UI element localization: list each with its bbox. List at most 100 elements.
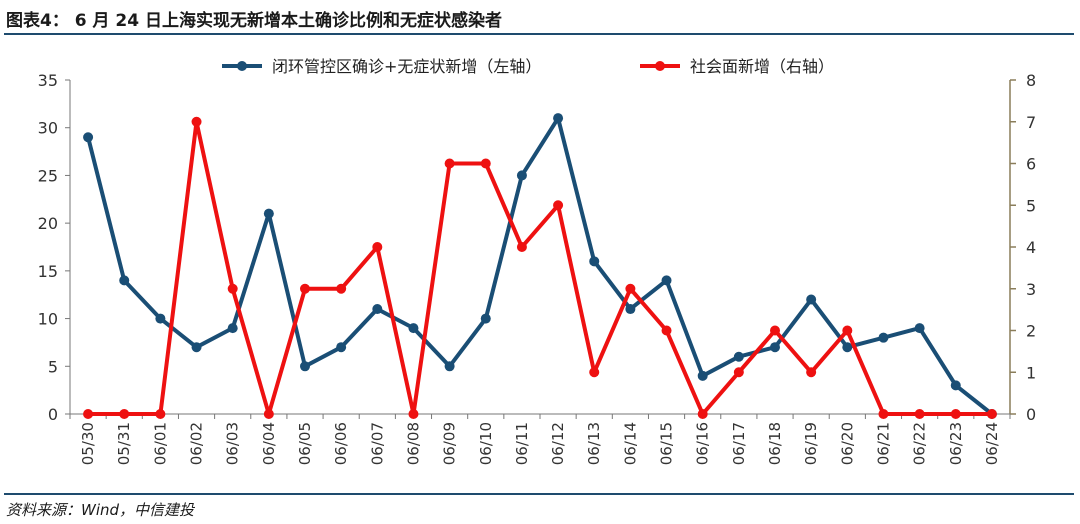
series-1-point bbox=[227, 323, 238, 334]
x-tick-label: 06/05 bbox=[296, 422, 314, 465]
y-left-tick-label: 35 bbox=[38, 71, 58, 90]
y-right-tick-label: 1 bbox=[1026, 363, 1036, 382]
series-2-point bbox=[263, 409, 274, 419]
series-2-point bbox=[372, 242, 383, 252]
x-tick-label: 06/09 bbox=[441, 422, 459, 465]
series-2-point bbox=[408, 409, 419, 419]
series-2-point bbox=[589, 367, 600, 378]
x-tick-label: 06/24 bbox=[983, 422, 1001, 465]
y-left-tick-label: 25 bbox=[38, 166, 58, 185]
series-1-point bbox=[842, 342, 853, 353]
legend-label-1: 闭环管控区确诊+无症状新增（左轴） bbox=[272, 57, 541, 76]
top-rule bbox=[4, 33, 1074, 35]
series-2-point bbox=[480, 158, 491, 169]
y-left-tick-label: 15 bbox=[38, 262, 58, 281]
series-2-point bbox=[83, 409, 94, 419]
series-1-point bbox=[878, 332, 889, 343]
series-2-point bbox=[119, 409, 130, 419]
y-left-tick-label: 30 bbox=[38, 119, 58, 138]
series-1-point bbox=[770, 342, 780, 353]
x-tick-label: 06/04 bbox=[260, 422, 278, 465]
x-tick-label: 06/17 bbox=[730, 422, 748, 465]
series-1-point bbox=[697, 370, 708, 381]
legend-swatch-marker-1 bbox=[237, 61, 247, 71]
x-tick-label: 06/22 bbox=[911, 422, 929, 465]
series-1-point bbox=[625, 304, 636, 315]
series-2-point bbox=[336, 283, 347, 294]
legend-swatch-marker-2 bbox=[655, 61, 665, 71]
x-tick-label: 06/23 bbox=[947, 422, 965, 465]
series-1-point bbox=[950, 380, 961, 391]
x-tick-label: 06/10 bbox=[477, 422, 495, 465]
x-tick-label: 06/03 bbox=[224, 422, 242, 465]
chart-title: 图表4： 6 月 24 日上海实现无新增本土确诊比例和无症状感染者 bbox=[6, 11, 502, 31]
y-left-tick-label: 5 bbox=[48, 357, 58, 376]
series-2-point bbox=[300, 283, 310, 294]
x-tick-label: 06/02 bbox=[188, 422, 206, 465]
x-tick-label: 06/07 bbox=[368, 422, 386, 465]
series-2-point bbox=[625, 283, 636, 294]
series-2-point bbox=[733, 367, 744, 378]
series-2-point bbox=[950, 409, 961, 419]
series-1-point bbox=[516, 170, 527, 181]
series-2-point bbox=[227, 283, 238, 294]
series-1-point bbox=[553, 113, 564, 124]
x-tick-label: 05/30 bbox=[79, 422, 97, 465]
y-left-tick-label: 0 bbox=[48, 405, 58, 424]
x-tick-label: 06/01 bbox=[151, 422, 169, 465]
x-tick-label: 06/21 bbox=[874, 422, 892, 465]
series-line-1 bbox=[86, 116, 994, 416]
series-1-point bbox=[661, 275, 672, 286]
series-2-point bbox=[661, 325, 672, 336]
series-2-point bbox=[553, 200, 564, 211]
series-1-point bbox=[263, 208, 274, 219]
x-tick-label: 06/13 bbox=[585, 422, 603, 465]
y-right-tick-label: 2 bbox=[1026, 322, 1036, 341]
source-note: 资料来源：Wind，中信建投 bbox=[6, 501, 195, 519]
x-tick-label: 06/14 bbox=[621, 422, 639, 465]
series-2-point bbox=[770, 325, 780, 336]
series-2-point bbox=[878, 409, 889, 419]
series-1-point bbox=[119, 275, 130, 286]
series-1-point bbox=[191, 342, 202, 353]
series-1-point bbox=[733, 351, 744, 362]
x-tick-label: 06/12 bbox=[549, 422, 567, 465]
series-1-point bbox=[444, 361, 455, 372]
series-2-point bbox=[842, 325, 853, 336]
series-1-point bbox=[806, 294, 817, 305]
series-2-point bbox=[914, 409, 925, 419]
series-1-point bbox=[83, 132, 94, 143]
x-tick-label: 06/20 bbox=[838, 422, 856, 465]
legend-label-2: 社会面新增（右轴） bbox=[690, 57, 834, 76]
y-right-tick-label: 6 bbox=[1026, 155, 1036, 174]
series-1-point bbox=[589, 256, 600, 267]
series-1-point bbox=[155, 313, 166, 324]
y-right-tick-label: 0 bbox=[1026, 405, 1036, 424]
x-tick-label: 06/19 bbox=[802, 422, 820, 465]
y-right-tick-label: 3 bbox=[1026, 280, 1036, 299]
series-2-point bbox=[806, 367, 817, 378]
series-2-point bbox=[155, 409, 166, 419]
y-right-tick-label: 4 bbox=[1026, 238, 1036, 257]
x-tick-label: 06/11 bbox=[513, 422, 531, 465]
series-2-point bbox=[444, 158, 455, 169]
y-right-tick-label: 7 bbox=[1026, 113, 1036, 132]
x-tick-label: 06/08 bbox=[404, 422, 422, 465]
x-tick-label: 06/16 bbox=[694, 422, 712, 465]
series-2-point bbox=[191, 116, 202, 127]
series-1-point bbox=[914, 323, 925, 334]
x-tick-label: 06/06 bbox=[332, 422, 350, 465]
x-tick-label: 05/31 bbox=[115, 422, 133, 465]
series-2-point bbox=[516, 242, 527, 252]
y-left-tick-label: 10 bbox=[38, 310, 58, 329]
series-1-point bbox=[336, 342, 347, 353]
y-right-tick-label: 5 bbox=[1026, 196, 1036, 215]
series-1-point bbox=[408, 323, 419, 334]
x-tick-label: 06/18 bbox=[766, 422, 784, 465]
series-1-point bbox=[372, 304, 383, 315]
y-left-tick-label: 20 bbox=[38, 214, 58, 233]
x-tick-label: 06/15 bbox=[658, 422, 676, 465]
series-2-point bbox=[986, 409, 997, 419]
y-right-tick-label: 8 bbox=[1026, 71, 1036, 90]
